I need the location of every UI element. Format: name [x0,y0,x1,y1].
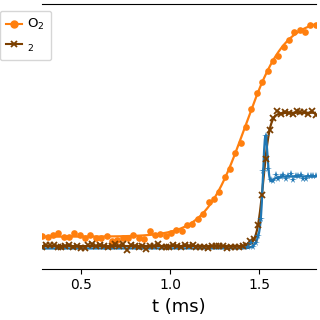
Legend: O$_2$, $_2$: O$_2$, $_2$ [0,11,51,60]
X-axis label: t (ms): t (ms) [152,298,206,316]
